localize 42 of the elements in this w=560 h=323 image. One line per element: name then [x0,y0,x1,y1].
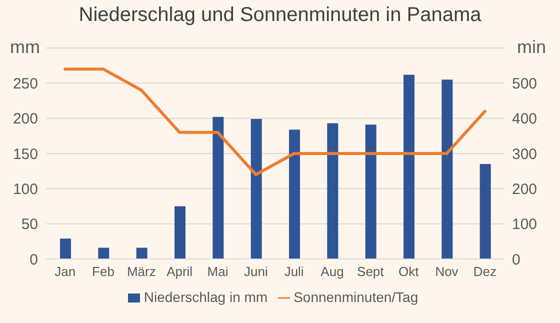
y-tick-label: 0 [30,251,38,268]
y-tick-label: 100 [12,180,38,198]
line-series [64,68,486,176]
bar [174,206,186,259]
chart-title: Niederschlag und Sonnenminuten in Panama [78,4,482,27]
x-tick-label: Okt [398,264,420,280]
bar [365,124,376,259]
y2-tick-label: 200 [512,180,538,198]
x-tick-label: Mai [207,264,228,280]
x-tick-label: April [166,264,193,280]
bar [212,116,224,259]
y2-tick-label: 100 [512,216,538,234]
bar [60,238,71,259]
bar [289,130,300,259]
y2-tick-label: 0 [512,251,520,268]
y-tick-label: 200 [12,110,38,128]
x-tick-label: Juni [244,264,268,280]
bar [327,123,338,259]
bar [404,74,414,259]
bar [98,248,110,259]
y-tick-label: 50 [21,216,38,234]
x-tick-label: Sept [357,264,384,280]
y2-tick-label: 400 [512,110,538,128]
x-tick-label: Feb [92,264,114,280]
x-tick-label: Aug [320,264,344,280]
x-tick-label: März [126,264,156,280]
bar [250,119,262,259]
bar [136,248,148,259]
y-tick-label: 150 [12,146,38,163]
x-tick-label: Jan [54,264,76,280]
legend-label: Niederschlag in mm [144,289,268,305]
y2-axis-title: min [516,37,546,58]
legend-label: Sonnenminuten/Tag [294,289,418,305]
y-axis-title: mm [10,37,40,58]
x-tick-label: Dez [473,264,496,280]
y-tick-label: 250 [12,75,38,92]
y2-tick-label: 300 [512,146,538,163]
y2-tick-label: 500 [512,75,538,92]
bar [442,80,453,259]
x-tick-label: Juli [284,264,304,280]
x-tick-label: Nov [435,264,459,280]
bar [480,164,491,259]
